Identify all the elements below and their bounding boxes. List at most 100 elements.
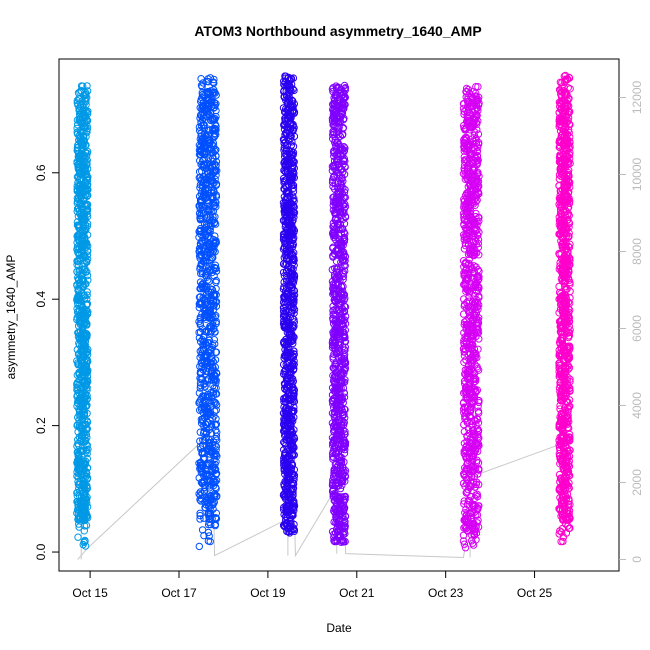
data-point bbox=[80, 397, 89, 406]
data-point bbox=[204, 105, 213, 113]
data-point bbox=[200, 161, 209, 169]
data-point bbox=[76, 175, 85, 183]
data-point bbox=[464, 164, 473, 172]
data-point bbox=[341, 477, 349, 485]
data-point bbox=[205, 266, 214, 274]
data-point bbox=[84, 173, 92, 181]
data-point bbox=[211, 166, 220, 175]
data-point bbox=[211, 89, 219, 97]
data-point bbox=[283, 251, 291, 260]
data-point bbox=[207, 247, 215, 256]
data-point bbox=[280, 304, 288, 312]
data-point bbox=[474, 366, 483, 374]
data-point bbox=[196, 293, 205, 301]
data-point bbox=[559, 537, 567, 546]
data-point bbox=[336, 500, 344, 508]
data-point bbox=[211, 146, 220, 154]
data-point bbox=[200, 514, 208, 522]
data-point bbox=[340, 201, 348, 209]
data-point bbox=[203, 428, 211, 437]
data-point bbox=[332, 257, 341, 265]
data-point bbox=[75, 523, 83, 531]
data-point bbox=[209, 313, 217, 321]
data-point bbox=[465, 247, 474, 255]
data-point bbox=[328, 265, 336, 274]
data-point bbox=[474, 523, 483, 531]
data-point bbox=[339, 105, 347, 113]
data-point bbox=[461, 467, 470, 476]
data-point bbox=[73, 381, 81, 389]
data-point bbox=[83, 291, 91, 299]
data-point bbox=[280, 166, 288, 175]
data-point bbox=[338, 103, 346, 112]
data-point bbox=[467, 403, 476, 411]
data-point bbox=[199, 134, 208, 142]
data-point bbox=[467, 321, 475, 329]
data-point bbox=[203, 409, 211, 417]
data-point bbox=[208, 397, 216, 406]
data-point bbox=[468, 242, 476, 250]
data-point bbox=[281, 167, 289, 176]
data-point bbox=[460, 235, 468, 244]
data-point bbox=[331, 400, 340, 408]
data-point bbox=[466, 413, 474, 421]
data-point bbox=[290, 100, 298, 108]
data-point bbox=[280, 293, 288, 301]
data-point bbox=[472, 154, 480, 163]
data-point bbox=[199, 79, 207, 87]
data-point bbox=[212, 193, 221, 201]
data-point bbox=[78, 108, 86, 116]
data-point bbox=[332, 360, 340, 369]
data-point bbox=[460, 318, 469, 326]
data-point bbox=[333, 183, 341, 191]
data-point bbox=[288, 469, 296, 478]
data-point bbox=[559, 533, 568, 541]
data-point bbox=[79, 456, 87, 464]
data-point bbox=[333, 506, 341, 514]
data-point bbox=[335, 435, 344, 443]
data-point bbox=[474, 419, 483, 427]
data-point bbox=[83, 484, 92, 493]
point-cluster bbox=[555, 71, 574, 546]
data-point bbox=[288, 138, 296, 146]
data-point bbox=[287, 87, 295, 95]
data-point bbox=[203, 268, 211, 276]
data-point bbox=[288, 308, 296, 316]
data-point bbox=[83, 165, 92, 173]
data-point bbox=[281, 223, 289, 231]
data-point bbox=[280, 121, 288, 130]
data-point bbox=[286, 420, 295, 429]
data-point bbox=[290, 256, 298, 264]
data-point bbox=[465, 212, 474, 220]
data-point bbox=[341, 492, 349, 501]
data-point bbox=[335, 156, 343, 164]
data-point bbox=[202, 429, 210, 438]
data-point bbox=[330, 130, 338, 139]
data-point bbox=[281, 449, 289, 457]
data-point bbox=[286, 425, 295, 433]
data-point bbox=[288, 96, 296, 104]
data-point bbox=[288, 275, 296, 283]
data-point bbox=[73, 304, 81, 313]
data-point bbox=[203, 470, 212, 479]
data-point bbox=[475, 251, 483, 259]
data-point bbox=[212, 348, 220, 356]
data-point bbox=[290, 347, 298, 355]
data-point bbox=[197, 461, 206, 469]
data-point bbox=[75, 389, 83, 397]
data-point bbox=[341, 303, 350, 311]
data-point bbox=[282, 478, 290, 487]
data-point bbox=[340, 233, 348, 242]
data-point bbox=[472, 110, 480, 118]
data-point bbox=[280, 522, 288, 531]
data-point bbox=[74, 428, 82, 436]
data-point bbox=[204, 368, 212, 376]
data-point bbox=[195, 227, 203, 236]
data-point bbox=[464, 222, 472, 230]
data-point bbox=[330, 330, 339, 339]
data-point bbox=[466, 205, 474, 213]
data-point bbox=[197, 415, 206, 424]
data-point bbox=[84, 445, 92, 453]
data-point bbox=[460, 295, 468, 303]
data-point bbox=[286, 349, 294, 358]
